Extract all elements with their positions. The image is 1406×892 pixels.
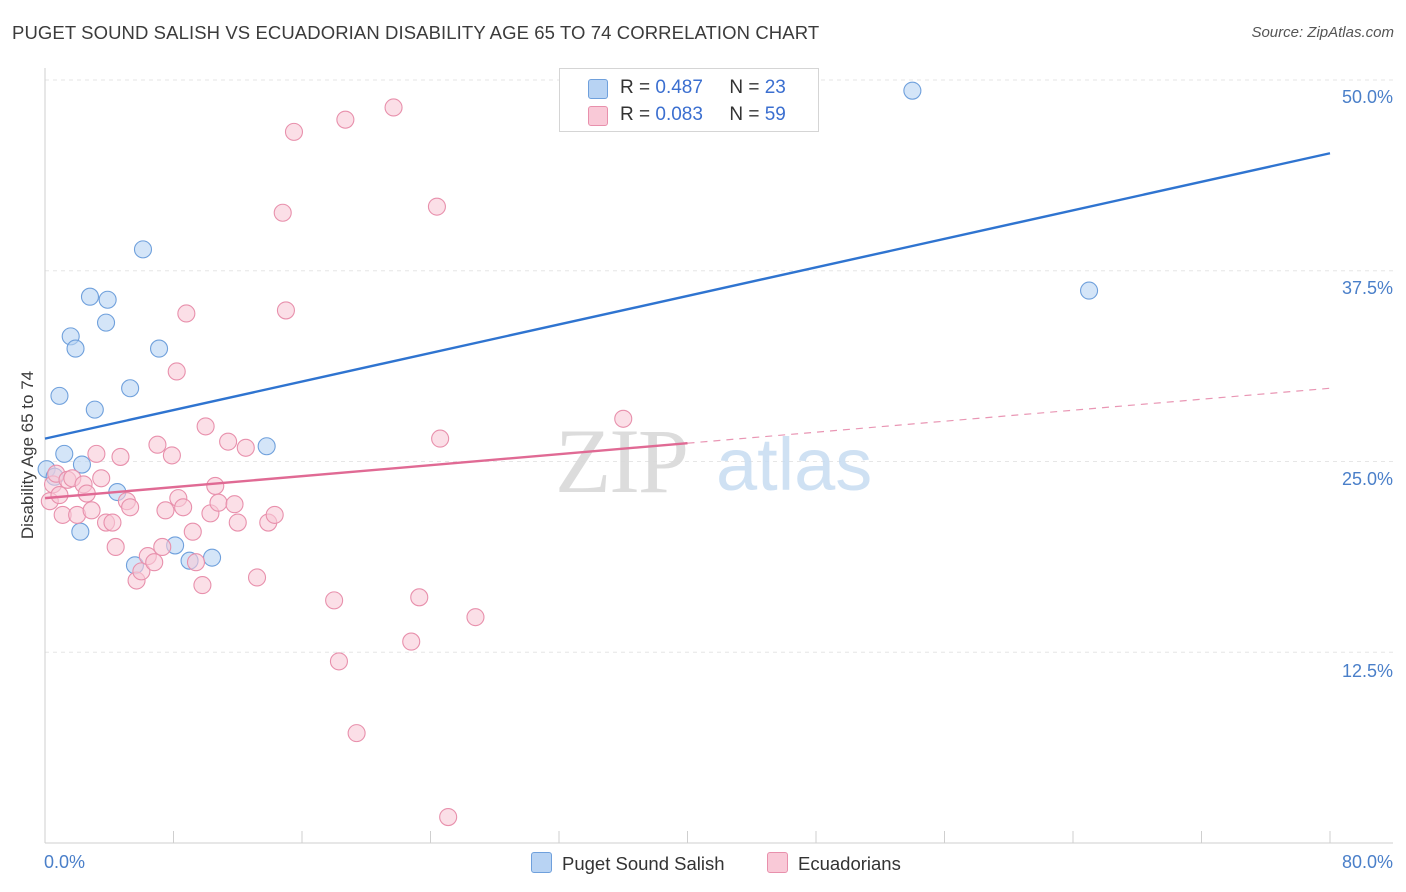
y-tick-label: 37.5% xyxy=(1341,278,1393,298)
point-ecuadorian xyxy=(236,438,255,457)
point-ecuadorian xyxy=(121,498,140,517)
point-ecuadorian xyxy=(167,362,186,381)
point-puget xyxy=(257,437,276,456)
point-ecuadorian xyxy=(439,808,458,827)
bottom-legend-puget: Puget Sound Salish xyxy=(531,852,725,875)
point-ecuadorian xyxy=(219,432,238,451)
point-puget xyxy=(121,379,140,398)
point-puget xyxy=(71,522,90,541)
trend-line-puget xyxy=(44,152,1331,440)
point-ecuadorian xyxy=(206,476,225,495)
point-puget xyxy=(903,81,922,100)
point-ecuadorian xyxy=(431,429,450,448)
point-ecuadorian xyxy=(92,469,111,488)
point-ecuadorian xyxy=(103,513,122,532)
legend-r-label: R = xyxy=(620,77,651,98)
point-ecuadorian xyxy=(82,501,101,520)
chart-title: PUGET SOUND SALISH VS ECUADORIAN DISABIL… xyxy=(12,22,820,43)
point-ecuadorian xyxy=(284,122,304,141)
stats-legend: R = 0.487 N = 23 R = 0.083 N = 59 xyxy=(559,68,819,132)
point-ecuadorian xyxy=(174,498,193,517)
trend-lines xyxy=(44,152,1331,500)
point-puget xyxy=(1080,281,1099,300)
point-puget xyxy=(149,339,169,358)
point-ecuadorian xyxy=(225,495,244,514)
point-puget xyxy=(96,313,116,332)
bottom-legend-label-ecuadorians: Ecuadorians xyxy=(798,853,901,874)
point-puget xyxy=(98,290,117,309)
point-puget xyxy=(85,400,104,419)
legend-n-value: 23 xyxy=(764,77,786,98)
point-puget xyxy=(80,287,100,306)
point-ecuadorian xyxy=(228,513,247,532)
point-puget xyxy=(55,444,74,463)
bottom-legend-label-puget: Puget Sound Salish xyxy=(562,853,725,874)
point-puget xyxy=(66,339,85,358)
point-ecuadorian xyxy=(145,553,164,572)
point-puget xyxy=(133,240,153,259)
point-ecuadorian xyxy=(265,505,284,524)
legend-n-value: 59 xyxy=(764,104,786,125)
point-ecuadorian xyxy=(276,301,295,320)
axes xyxy=(44,68,1393,844)
point-ecuadorian xyxy=(325,591,344,610)
point-ecuadorian xyxy=(87,444,106,463)
point-ecuadorian xyxy=(186,553,206,572)
legend-swatch-ecuadorians xyxy=(588,106,608,126)
bottom-legend-swatch-puget xyxy=(531,852,552,873)
point-ecuadorian xyxy=(183,522,202,541)
point-puget xyxy=(50,386,69,405)
legend-n-label: N = xyxy=(729,104,760,125)
legend-r-value: 0.083 xyxy=(655,104,703,125)
point-ecuadorian xyxy=(153,537,172,557)
point-puget xyxy=(203,548,222,567)
point-ecuadorian xyxy=(156,501,175,520)
trend-line-ecuadorian xyxy=(44,441,688,500)
watermark-atlas: atlas xyxy=(716,423,872,506)
x-tick-label-min: 0.0% xyxy=(44,852,86,872)
point-ecuadorian xyxy=(247,568,267,587)
point-ecuadorian xyxy=(196,417,215,436)
y-tick-label: 50.0% xyxy=(1341,87,1393,107)
source-credit: Source: ZipAtlas.com xyxy=(1251,24,1394,41)
point-ecuadorian xyxy=(209,493,228,512)
legend-swatch-puget xyxy=(588,79,608,99)
bottom-legend-swatch-ecuadorians xyxy=(767,852,788,873)
point-ecuadorian xyxy=(466,608,485,627)
point-ecuadorian xyxy=(111,447,130,466)
point-ecuadorian xyxy=(336,110,355,129)
point-ecuadorian xyxy=(410,588,429,607)
bottom-legend-ecuadorians: Ecuadorians xyxy=(767,852,901,875)
legend-r-label: R = xyxy=(620,104,651,125)
point-ecuadorian xyxy=(402,632,421,651)
legend-n-label: N = xyxy=(729,77,760,98)
point-ecuadorian xyxy=(162,446,181,465)
point-ecuadorian xyxy=(384,98,403,117)
point-ecuadorian xyxy=(177,304,196,323)
point-ecuadorian xyxy=(273,203,292,222)
point-ecuadorian xyxy=(106,537,125,557)
point-ecuadorian xyxy=(148,435,167,454)
watermark: ZIP atlas xyxy=(555,410,872,512)
gridlines xyxy=(45,79,1393,653)
point-ecuadorian xyxy=(427,197,446,216)
x-tick-label-max: 80.0% xyxy=(1341,852,1393,872)
point-ecuadorian xyxy=(132,562,151,581)
y-tick-label: 25.0% xyxy=(1341,469,1393,489)
trend-line-ecuadorian-dashed xyxy=(687,387,1331,444)
point-ecuadorian xyxy=(347,724,366,743)
point-ecuadorian xyxy=(614,409,633,428)
point-ecuadorian xyxy=(193,576,212,595)
data-points xyxy=(37,81,1099,827)
point-ecuadorian xyxy=(50,486,69,505)
y-tick-label: 12.5% xyxy=(1341,661,1393,681)
point-ecuadorian xyxy=(329,652,348,671)
legend-r-value: 0.487 xyxy=(655,77,703,98)
point-puget xyxy=(72,455,91,474)
